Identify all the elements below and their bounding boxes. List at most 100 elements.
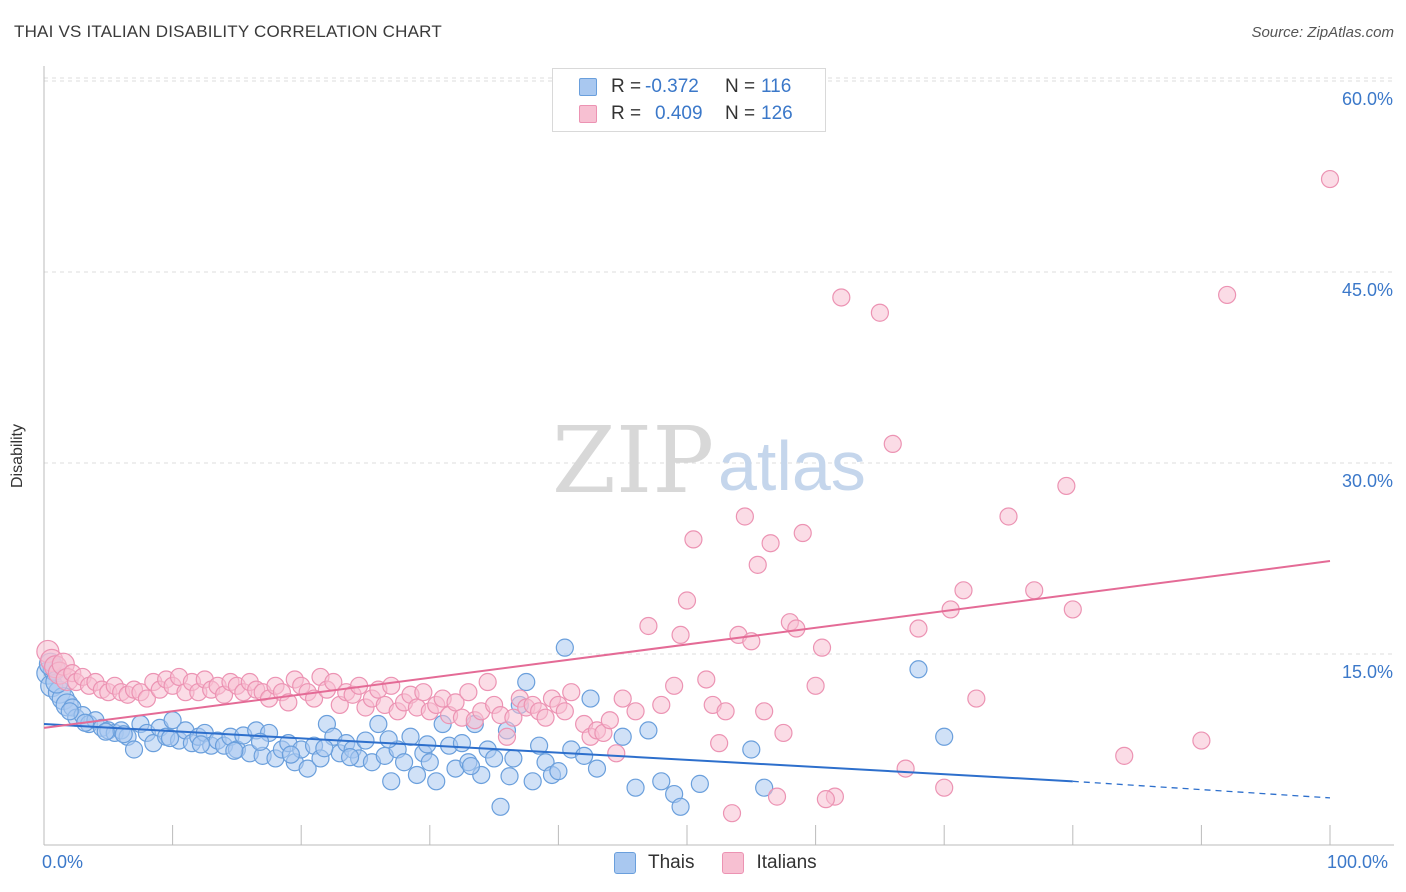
- italians-point: [816, 790, 835, 809]
- italians-point: [1192, 731, 1211, 750]
- thais-point: [549, 762, 568, 781]
- y-tick-labels: 15.0% 30.0% 45.0% 60.0%: [1342, 89, 1393, 682]
- thais-point: [504, 749, 523, 768]
- thais-point: [60, 702, 79, 721]
- italians-point: [504, 708, 523, 727]
- thais-point: [340, 748, 360, 767]
- watermark-atlas: atlas: [718, 427, 866, 505]
- thais-point: [742, 740, 761, 759]
- y-tick-label: 60.0%: [1342, 89, 1393, 109]
- italians-point: [716, 702, 735, 721]
- r-value: 0.409: [655, 103, 703, 124]
- n-value: 116: [761, 76, 792, 97]
- series-legend: Thais Italians: [614, 852, 845, 874]
- italians-point: [1115, 746, 1134, 765]
- thais-point: [281, 745, 301, 764]
- thais-point: [575, 746, 594, 765]
- n-label: N =: [725, 76, 756, 97]
- italians-point: [1320, 169, 1340, 189]
- italians-point: [896, 759, 915, 778]
- r-value: -0.372: [645, 76, 699, 97]
- thais-point: [639, 721, 658, 740]
- italians-point: [954, 581, 973, 600]
- thais-point: [160, 728, 180, 748]
- r-label: R =: [611, 103, 642, 124]
- thais-point: [517, 672, 536, 692]
- thais-point: [427, 772, 446, 791]
- thais-point: [909, 660, 928, 679]
- italians-point: [1063, 600, 1082, 619]
- gridlines: [44, 77, 1394, 655]
- italians-point: [935, 778, 954, 797]
- italians-point: [697, 670, 716, 689]
- italians-point: [600, 711, 619, 730]
- italians-point: [382, 676, 401, 695]
- thais-point: [124, 740, 144, 759]
- thais-point: [452, 734, 472, 753]
- thais-swatch: [614, 852, 636, 874]
- x-tick-label-min: 0.0%: [42, 852, 84, 872]
- axes: [43, 66, 1394, 846]
- watermark: ZIP atlas: [552, 407, 866, 514]
- italians-point: [414, 683, 433, 702]
- italians-point: [710, 734, 729, 753]
- italians-trend-line: [43, 560, 1331, 729]
- trend-lines: [43, 560, 1331, 799]
- italians-point: [883, 434, 902, 453]
- italians-point: [774, 723, 793, 743]
- thais-swatch: [579, 78, 597, 96]
- legend-item-italians: Italians: [722, 852, 817, 874]
- thais-point: [225, 741, 244, 760]
- italians-point: [806, 676, 825, 695]
- thais-point: [407, 765, 427, 785]
- italians-point: [478, 672, 497, 692]
- n-label: N =: [725, 103, 756, 124]
- thais-point: [652, 772, 671, 791]
- italians-point: [832, 288, 851, 307]
- italians-point: [652, 695, 671, 715]
- thais-point: [935, 727, 954, 746]
- italians-swatch: [579, 105, 597, 123]
- source-label: Source: ZipAtlas.com: [1251, 24, 1394, 41]
- italians-point: [639, 616, 658, 636]
- italians-point: [1057, 476, 1076, 496]
- italians-point: [555, 702, 574, 721]
- italians-point: [671, 625, 690, 645]
- thais-point: [755, 778, 774, 797]
- thais-point: [298, 759, 317, 778]
- legend-label-thais: Thais: [648, 852, 695, 873]
- italians-points: [36, 169, 1340, 823]
- italians-point: [607, 744, 626, 763]
- italians-point: [909, 619, 928, 638]
- thais-point: [461, 756, 481, 776]
- thais-point: [369, 714, 388, 734]
- legend-label-italians: Italians: [756, 852, 817, 873]
- thais-point: [587, 759, 607, 778]
- r-label: R =: [611, 76, 642, 97]
- watermark-zip: ZIP: [552, 407, 714, 514]
- thais-trend-line: [43, 723, 1073, 783]
- thais-point: [379, 730, 398, 749]
- y-tick-label: 45.0%: [1342, 280, 1393, 300]
- thais-point: [613, 727, 632, 746]
- thais-point: [394, 753, 414, 772]
- thais-point: [356, 731, 375, 750]
- italians-point: [613, 689, 632, 708]
- italians-point: [793, 523, 812, 543]
- italians-point: [626, 702, 645, 721]
- italians-point: [761, 534, 780, 553]
- italians-point: [536, 708, 555, 727]
- italians-point: [1218, 285, 1237, 305]
- y-tick-label: 15.0%: [1342, 662, 1393, 682]
- italians-point: [748, 555, 767, 574]
- italians-point: [1025, 581, 1044, 600]
- thais-point: [500, 767, 519, 786]
- thais-point: [114, 725, 133, 744]
- italians-swatch: [722, 852, 745, 874]
- italians-point: [735, 507, 754, 526]
- legend-row-italians: R = 0.409 N = 126: [579, 102, 793, 126]
- italians-point: [755, 702, 774, 721]
- thais-point: [420, 753, 439, 772]
- correlation-legend: R = -0.372 N = 116 R = 0.409 N = 126: [552, 68, 826, 132]
